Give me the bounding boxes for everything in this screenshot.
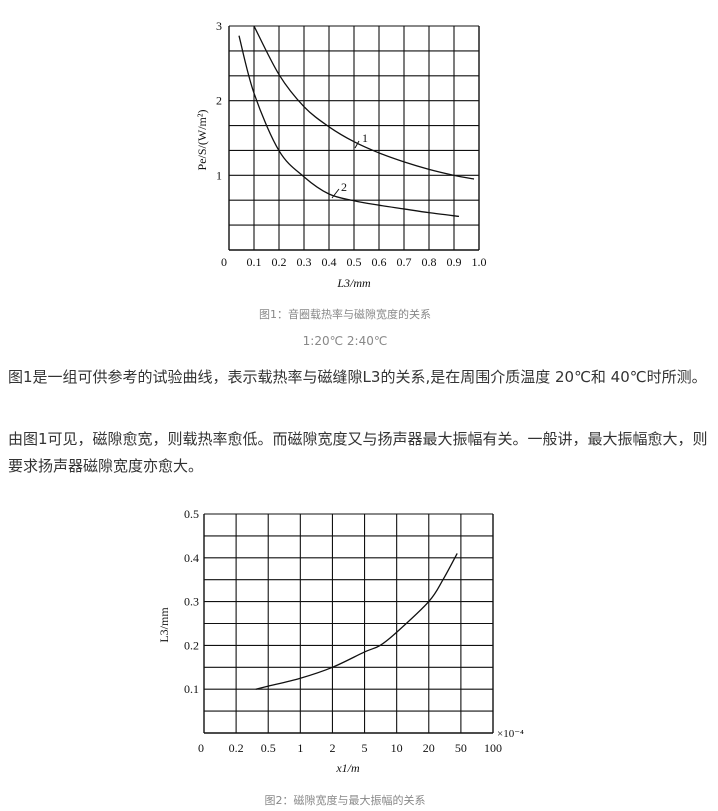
x-tick-label: 0.1 — [247, 255, 262, 269]
y-axis-label: L3/mm — [157, 607, 171, 643]
series-line-1 — [253, 25, 475, 180]
x-tick-label: 0.5 — [261, 741, 276, 755]
x-tick-label: 0.8 — [422, 255, 437, 269]
x-tick-label: 5 — [362, 741, 368, 755]
x-scale-note: ×10⁻⁴ — [497, 728, 524, 740]
y-tick-label: 0.4 — [184, 551, 199, 565]
y-tick-label: 2 — [216, 94, 222, 108]
x-tick-label: 0.9 — [447, 255, 462, 269]
y-tick-label: 1 — [216, 168, 222, 182]
x-tick-label: 50 — [455, 741, 467, 755]
series-label-1: 1 — [362, 131, 368, 145]
series-1-leader — [354, 140, 360, 149]
x-tick-label: 0.3 — [297, 255, 312, 269]
y-tick-label: 0.2 — [184, 638, 199, 652]
series-2-leader — [331, 188, 340, 199]
x-tick-label: 0 — [198, 741, 204, 755]
y-tick-label: 0.5 — [184, 507, 199, 521]
x-tick-label: 0.5 — [347, 255, 362, 269]
x-tick-label: 10 — [391, 741, 403, 755]
paragraph-1: 图1是一组可供参考的试验曲线，表示载热率与磁缝隙L3的关系,是在周围介质温度 2… — [8, 368, 707, 386]
chart-gap-vs-amplitude: 0 0.2 0.5 1 2 5 10 20 50 100 0.1 0.2 0.3 0.4 0.5 ×10⁻⁴ x… — [157, 507, 524, 775]
y-tick-label: 0.1 — [184, 682, 199, 696]
figure1-caption: 图1：音圈载热率与磁隙宽度的关系 — [259, 308, 431, 321]
x-tick-label: 0.4 — [322, 255, 337, 269]
x-tick-label: 1.0 — [472, 255, 487, 269]
x-axis-label: x1/m — [335, 761, 360, 775]
y-axis-label: Pe/S/(W/m²) — [195, 110, 209, 171]
x-tick-label: 0.7 — [397, 255, 412, 269]
x-tick-label: 0 — [221, 255, 227, 269]
x-tick-label: 1 — [297, 741, 303, 755]
figure2-caption: 图2：磁隙宽度与最大振幅的关系 — [264, 794, 426, 807]
x-tick-label: 2 — [329, 741, 335, 755]
x-tick-label: 0.2 — [229, 741, 244, 755]
y-tick-label: 3 — [216, 19, 222, 33]
chart-loadheat-vs-gap: 0 0.1 0.2 0.3 0.4 0.5 0.6 0.7 0.8 0.9 1.0 1 2 3 L3/mm P… — [195, 19, 487, 290]
x-tick-label: 0.6 — [372, 255, 387, 269]
y-tick-label: 0.3 — [184, 595, 199, 609]
x-tick-label: 0.2 — [272, 255, 287, 269]
series-label-2: 2 — [341, 180, 347, 194]
series-line-2 — [238, 35, 460, 218]
figure1-legend: 1:20℃ 2:40℃ — [302, 334, 388, 348]
paragraph-2: 由图1可见，磁隙愈宽，则载热率愈低。而磁隙宽度又与扬声器最大振幅有关。一般讲，最… — [8, 430, 708, 475]
x-tick-label: 100 — [484, 741, 502, 755]
x-tick-label: 20 — [423, 741, 435, 755]
x-axis-label: L3/mm — [336, 276, 371, 290]
series-line — [255, 553, 458, 690]
